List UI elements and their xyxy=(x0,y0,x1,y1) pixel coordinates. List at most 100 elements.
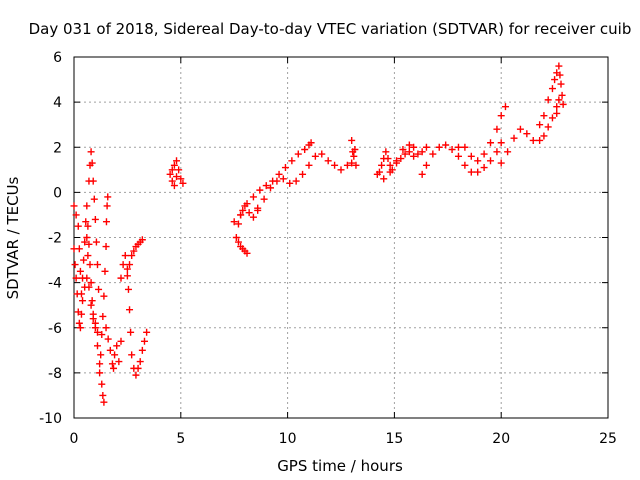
data-point xyxy=(410,152,418,160)
data-point xyxy=(138,236,146,244)
data-point xyxy=(104,335,112,343)
data-point xyxy=(497,112,505,120)
data-point xyxy=(70,245,78,253)
data-point xyxy=(83,202,91,210)
data-point xyxy=(454,152,462,160)
data-point xyxy=(467,152,475,160)
data-point xyxy=(474,168,482,176)
data-point xyxy=(237,211,245,219)
data-point xyxy=(102,324,110,332)
data-point xyxy=(536,136,544,144)
data-point xyxy=(454,143,462,151)
data-point xyxy=(510,134,518,142)
data-point xyxy=(83,274,91,282)
data-point xyxy=(110,364,118,372)
data-point xyxy=(72,274,80,282)
data-point xyxy=(88,297,96,305)
data-point xyxy=(307,139,315,147)
data-point xyxy=(99,312,107,320)
series-track-early-b xyxy=(70,245,108,406)
series-track-5h xyxy=(166,157,187,190)
data-point xyxy=(493,148,501,156)
data-point xyxy=(474,157,482,165)
data-point xyxy=(84,222,92,230)
data-point xyxy=(79,297,87,305)
data-point xyxy=(380,175,388,183)
data-point xyxy=(168,177,176,185)
data-point xyxy=(123,265,131,273)
data-point xyxy=(87,148,95,156)
data-point xyxy=(487,157,495,165)
data-point xyxy=(397,155,405,163)
y-tick-label: -8 xyxy=(48,366,62,382)
data-point xyxy=(170,161,178,169)
data-point xyxy=(401,150,409,158)
data-point xyxy=(544,123,552,131)
data-point xyxy=(480,164,488,172)
data-point xyxy=(173,173,181,181)
data-point xyxy=(98,331,106,339)
data-point xyxy=(523,130,531,138)
data-points xyxy=(70,62,567,406)
data-point xyxy=(548,85,556,93)
data-point xyxy=(234,220,242,228)
x-tick-label: 20 xyxy=(492,431,510,447)
data-point xyxy=(275,170,283,178)
series-track-early-d xyxy=(85,148,103,293)
data-point xyxy=(551,76,559,84)
data-point xyxy=(85,240,93,248)
data-point xyxy=(121,252,129,260)
data-point xyxy=(536,121,544,129)
data-point xyxy=(87,279,95,287)
data-point xyxy=(318,150,326,158)
data-point xyxy=(243,200,251,208)
data-point xyxy=(177,175,185,183)
data-point xyxy=(324,157,332,165)
data-point xyxy=(87,301,95,309)
data-point xyxy=(348,136,356,144)
data-point xyxy=(93,261,101,269)
y-tick-labels: -10 -8 -6 -4 -2 0 2 4 6 xyxy=(39,50,62,427)
data-point xyxy=(504,148,512,156)
data-point xyxy=(262,182,270,190)
data-point xyxy=(175,166,183,174)
data-point xyxy=(119,261,127,269)
y-tick-label: -6 xyxy=(48,321,62,337)
data-point xyxy=(168,166,176,174)
data-point xyxy=(89,310,97,318)
x-tick-label: 5 xyxy=(176,431,185,447)
data-point xyxy=(555,96,563,104)
data-point xyxy=(81,238,89,246)
data-point xyxy=(100,292,108,300)
data-point xyxy=(553,103,561,111)
data-point xyxy=(128,351,136,359)
data-point xyxy=(343,161,351,169)
data-point xyxy=(95,285,103,293)
data-point xyxy=(305,161,313,169)
series-track-rising-b xyxy=(254,150,360,212)
data-point xyxy=(166,170,174,178)
data-point xyxy=(256,186,264,194)
data-point xyxy=(414,150,422,158)
data-point xyxy=(553,109,561,117)
data-point xyxy=(83,234,91,241)
data-point xyxy=(337,166,345,174)
data-point xyxy=(393,157,401,165)
data-point xyxy=(497,139,505,147)
data-point xyxy=(249,193,257,201)
data-point xyxy=(487,139,495,147)
x-tick-labels: 0 5 10 15 20 25 xyxy=(70,431,617,447)
data-point xyxy=(435,143,443,151)
series-track-mid-b xyxy=(373,141,430,183)
data-point xyxy=(100,398,108,406)
data-point xyxy=(132,371,140,379)
data-point xyxy=(76,267,84,275)
data-point xyxy=(73,290,81,298)
data-point xyxy=(77,310,85,318)
data-point xyxy=(429,150,437,158)
data-point xyxy=(140,337,148,345)
data-point xyxy=(548,114,556,122)
data-point xyxy=(555,62,563,70)
series-track-early-g xyxy=(117,252,151,379)
data-point xyxy=(126,261,134,269)
